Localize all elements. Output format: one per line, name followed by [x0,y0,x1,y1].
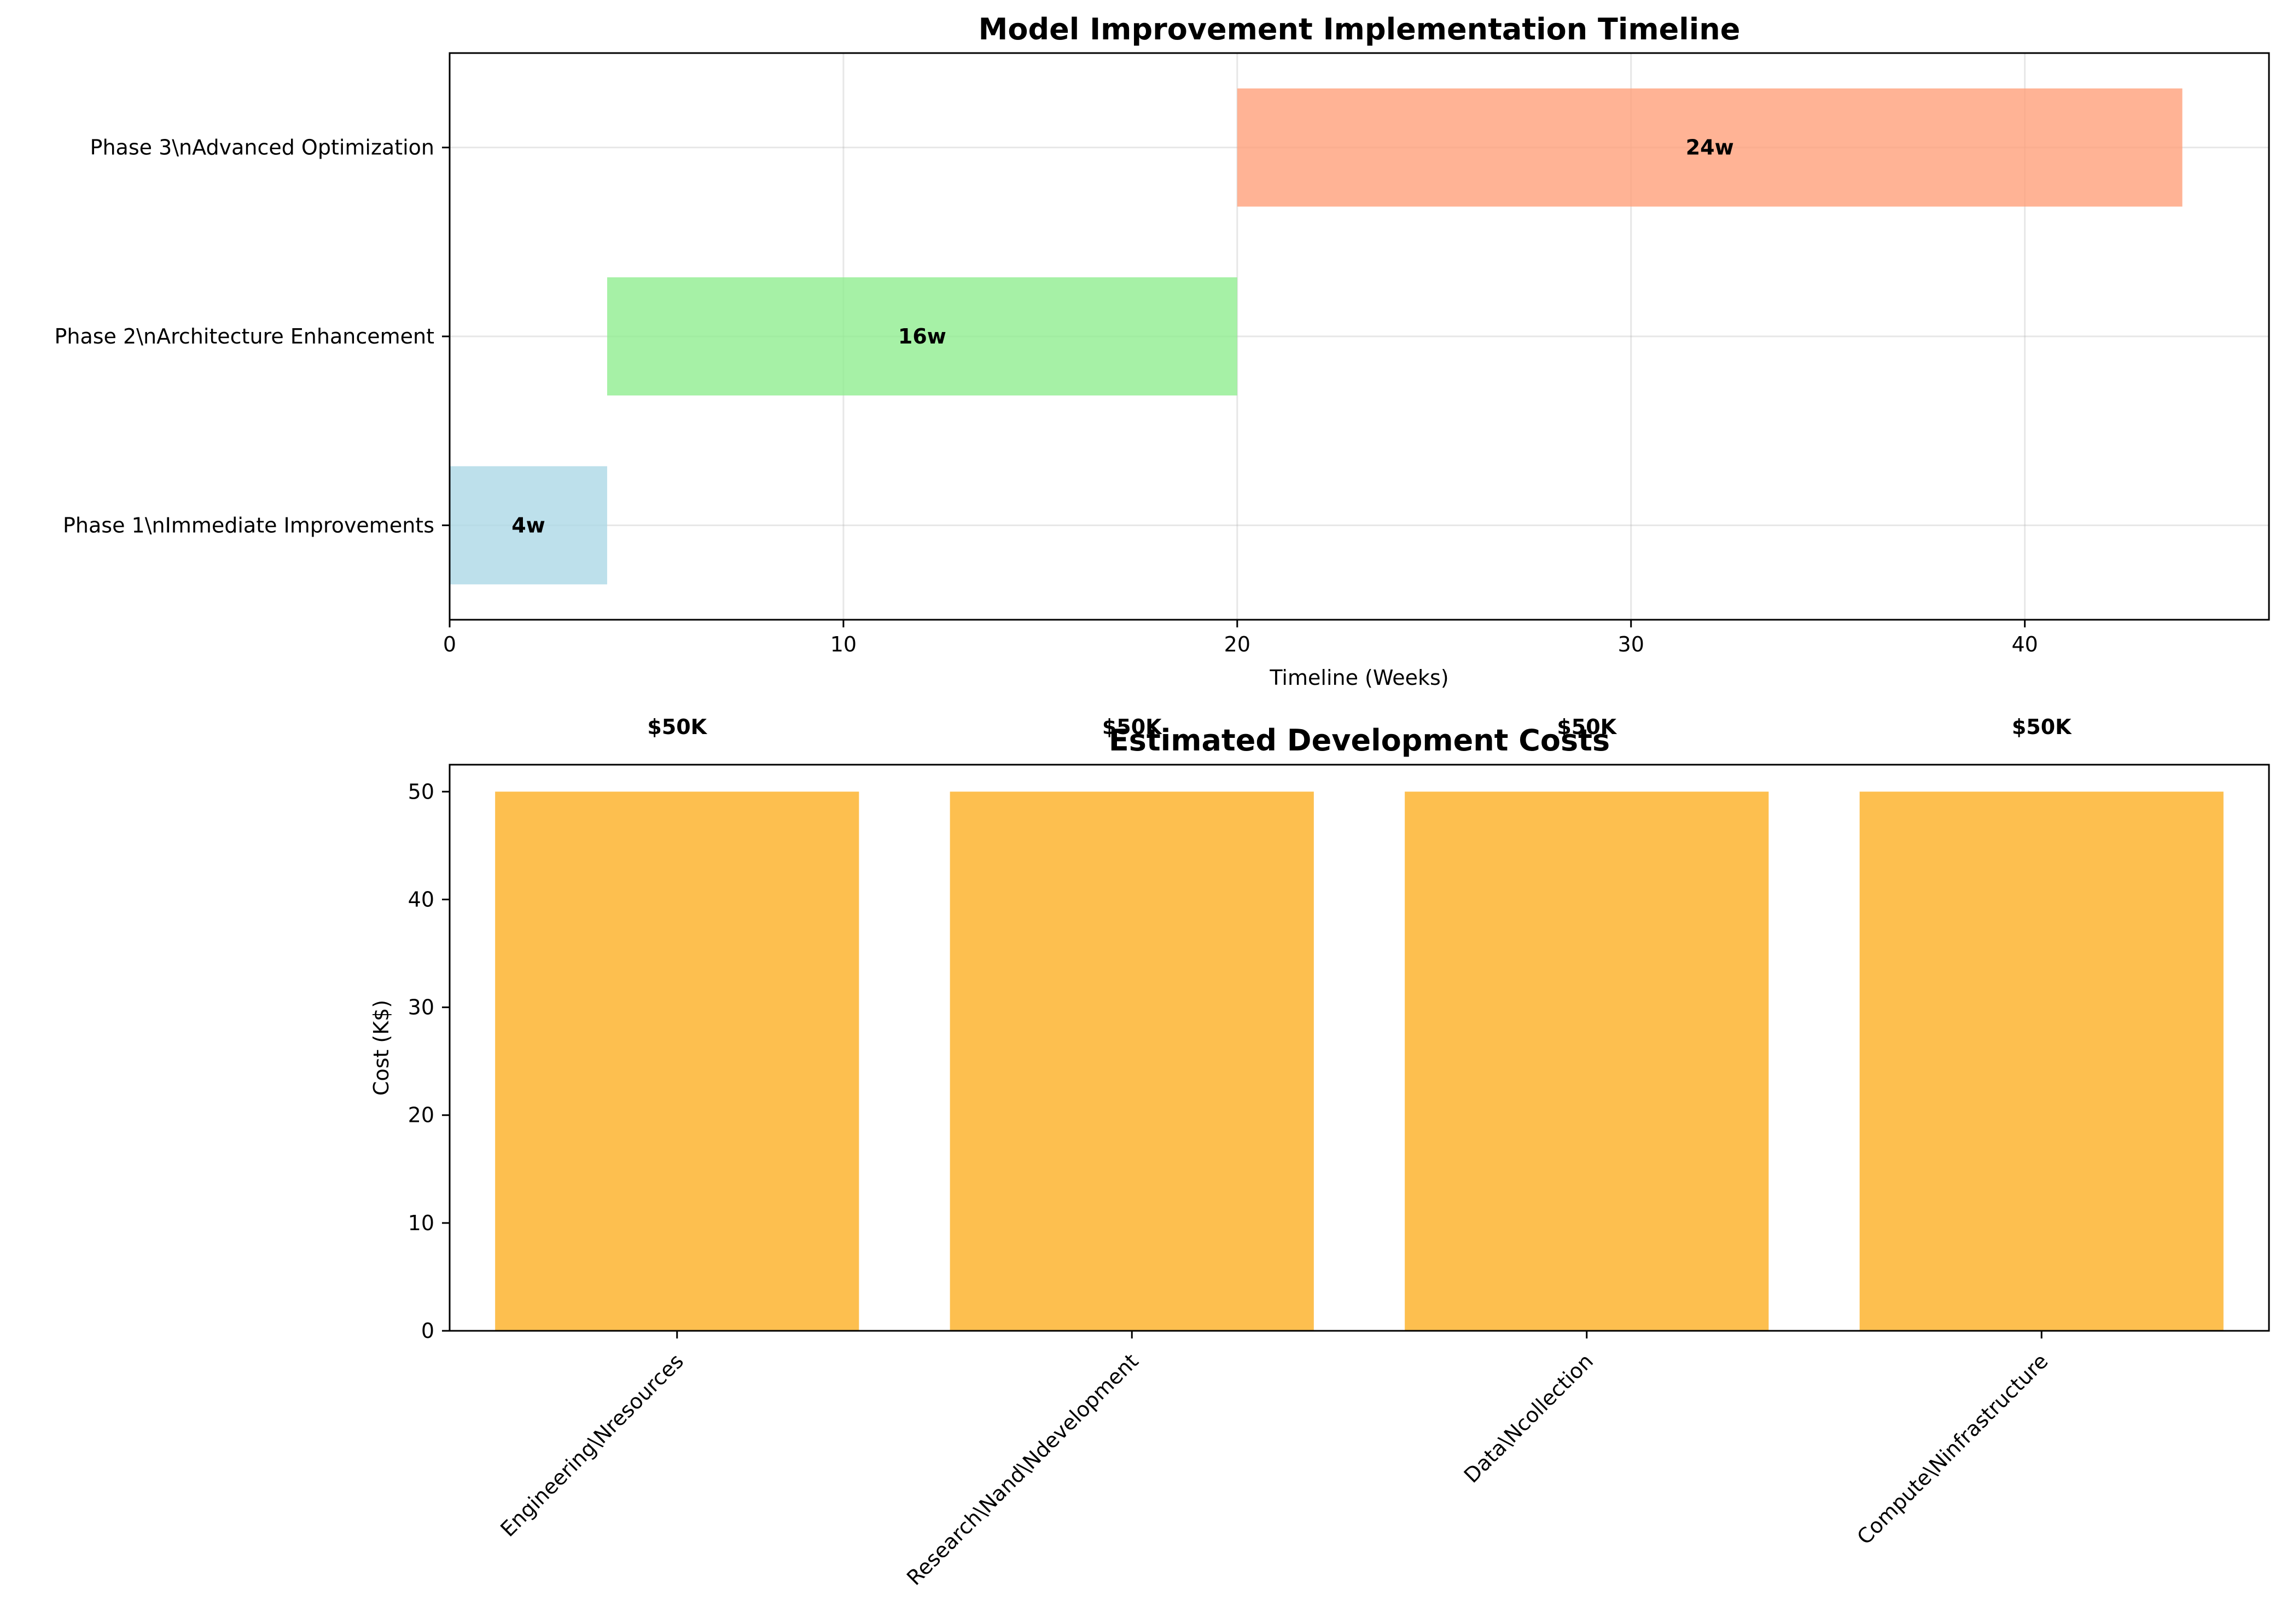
timeline-bar [607,277,1237,395]
timeline-phase-label: Phase 2\nArchitecture Enhancement [54,324,434,348]
timeline-x-tick-label: 10 [830,632,857,656]
cost-y-tick-label: 0 [421,1319,434,1343]
cost-bar [1405,791,1769,1331]
cost-y-tick-label: 40 [408,887,434,911]
timeline-phase-label: Phase 1\nImmediate Improvements [63,513,434,537]
timeline-chart: 4w 16w 24w 0 10 20 30 40 Phase 1\nImmediate Im… [54,12,2270,690]
cost-y-tick-label: 20 [408,1103,434,1127]
cost-plot-frame [449,764,2270,1332]
timeline-y-ticks: Phase 1\nImmediate Improvements Phase 2\n… [54,136,450,537]
cost-bars [495,791,2224,1331]
timeline-plot-frame [449,52,2270,621]
timeline-x-axis-label: Timeline (Weeks) [1269,666,1448,690]
timeline-bar-label: 24w [1686,136,1734,160]
cost-y-axis-label: Cost (K$) [369,1000,393,1096]
cost-y-ticks: 0 10 20 30 40 50 [408,779,450,1343]
cost-bar-value-label: $50K [1102,715,1162,739]
cost-bar [950,791,1314,1331]
cost-bar-value-label: $50K [647,715,707,739]
cost-bar [495,791,859,1331]
timeline-bar [450,466,607,585]
cost-y-tick-label: 50 [408,779,434,804]
timeline-title: Model Improvement Implementation Timelin… [979,12,1741,46]
cost-bar [1859,791,2224,1331]
cost-chart: Engineering\Nresources Research\Nand\Ndev… [369,715,2270,1590]
timeline-x-tick-label: 30 [1618,632,1644,656]
timeline-bar [1237,88,2183,207]
timeline-bar-label: 16w [898,324,946,348]
timeline-x-tick-label: 40 [2011,632,2038,656]
cost-title: Estimated Development Costs [1109,723,1610,758]
timeline-x-ticks: 0 10 20 30 40 [443,620,2038,656]
cost-bar-labels: $50K $50K $50K $50K [647,715,2072,739]
cost-y-tick-label: 30 [408,996,434,1020]
cost-bar-value-label: $50K [2012,715,2072,739]
timeline-x-tick-label: 20 [1224,632,1250,656]
cost-bar-value-label: $50K [1557,715,1617,739]
timeline-phase-label: Phase 3\nAdvanced Optimization [90,136,434,160]
timeline-x-tick-label: 0 [443,632,456,656]
timeline-bars: 4w 16w 24w [450,88,2183,585]
cost-y-tick-label: 10 [408,1211,434,1235]
timeline-bar-label: 4w [511,513,545,537]
